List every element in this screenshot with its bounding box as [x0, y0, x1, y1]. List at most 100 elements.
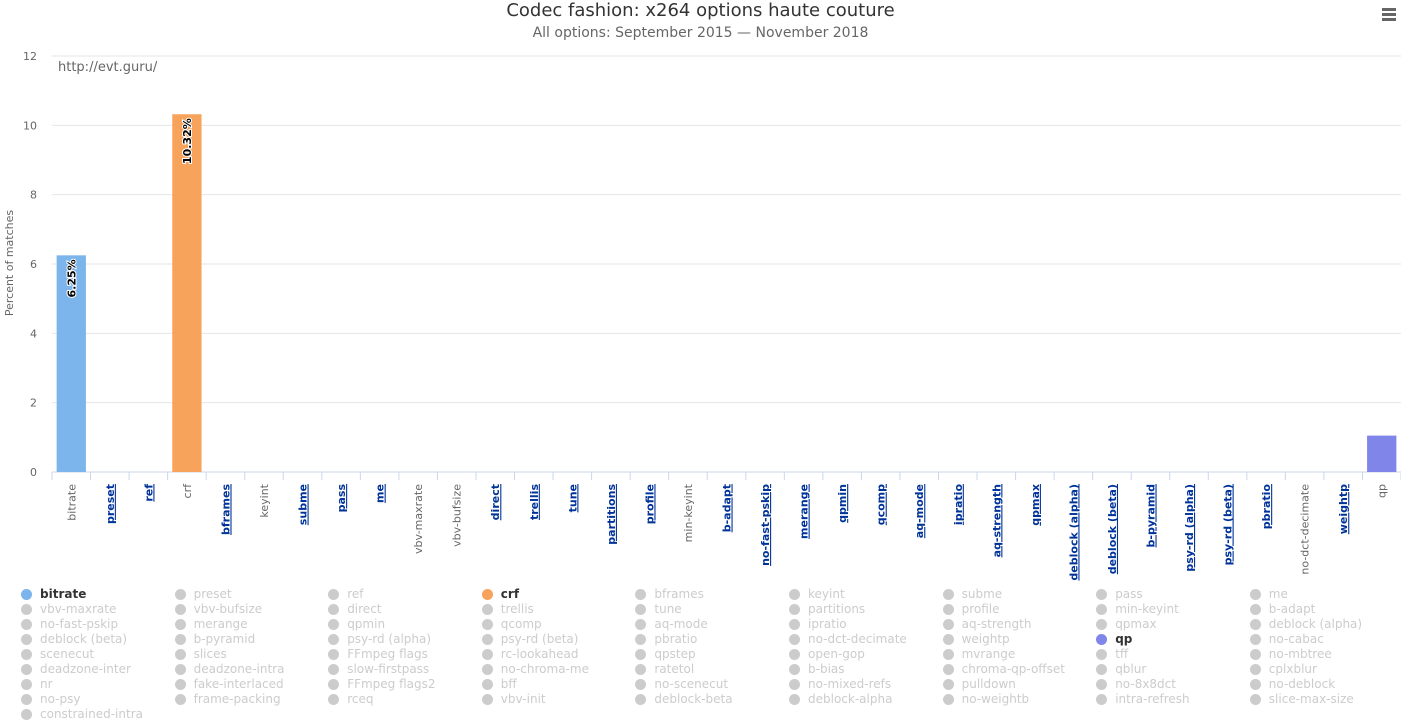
x-tick-label[interactable]: profile: [643, 484, 656, 524]
x-tick-label[interactable]: subme: [297, 484, 310, 525]
legend-marker: [21, 649, 32, 660]
legend-marker: [1249, 664, 1261, 675]
x-tick-label[interactable]: me: [374, 484, 387, 503]
y-tick-label: 10: [23, 119, 37, 132]
legend-label: no-psy: [40, 692, 81, 706]
y-tick-label: 0: [30, 466, 37, 479]
x-tick-label[interactable]: pass: [335, 484, 348, 513]
legend-marker: [789, 649, 800, 660]
legend-label: b-bias: [808, 662, 845, 676]
bar-qp[interactable]: [1367, 435, 1397, 472]
x-tick-label[interactable]: deblock (beta): [1106, 484, 1119, 574]
x-tick-label[interactable]: bframes: [219, 484, 232, 535]
x-tick-label[interactable]: psy-rd (beta): [1222, 484, 1235, 565]
x-tick-label[interactable]: aq-mode: [913, 484, 926, 538]
credit-text[interactable]: http://evt.guru/: [58, 60, 158, 75]
legend-label: no-weightb: [961, 692, 1030, 706]
legend-marker: [1249, 589, 1261, 600]
x-tick-label[interactable]: pbratio: [1260, 484, 1273, 530]
legend-marker: [635, 694, 647, 705]
bar-crf[interactable]: [172, 114, 202, 473]
legend-label: deblock-beta: [654, 692, 733, 706]
x-tick-label[interactable]: partitions: [605, 484, 618, 545]
legend-label: rc-lookahead: [500, 647, 579, 661]
x-tick-label[interactable]: weightp: [1337, 484, 1350, 534]
x-tick-label[interactable]: qpmax: [1029, 484, 1042, 526]
legend-marker: [21, 604, 32, 615]
legend-marker: [1096, 694, 1108, 705]
legend-label: qp: [1115, 632, 1133, 646]
legend-label: fake-interlaced: [193, 677, 284, 691]
legend-marker: [942, 604, 954, 615]
x-tick-label[interactable]: preset: [104, 484, 117, 524]
legend-marker: [21, 664, 32, 675]
legend-marker: [174, 604, 186, 615]
legend-marker: [789, 634, 800, 645]
bar-bitrate[interactable]: [56, 255, 86, 472]
x-tick-label[interactable]: deblock (alpha): [1067, 484, 1080, 581]
legend-marker: [21, 589, 32, 600]
legend-marker: [481, 679, 493, 690]
legend-marker: [789, 679, 800, 690]
legend-label: nr: [40, 677, 53, 691]
legend-label: deadzone-inter: [40, 662, 131, 676]
legend-label: direct: [347, 602, 382, 616]
x-tick-label: vbv-bufsize: [451, 484, 464, 547]
legend-marker: [328, 694, 340, 705]
legend-label: qpstep: [654, 647, 696, 661]
legend-label: me: [1268, 587, 1288, 601]
legend-marker: [328, 604, 340, 615]
x-tick-label[interactable]: merange: [798, 484, 811, 539]
legend-label: ipratio: [808, 617, 847, 631]
x-tick-label[interactable]: ipratio: [952, 484, 965, 526]
legend-marker: [1096, 634, 1108, 645]
legend-marker: [1249, 604, 1261, 615]
legend-label: tff: [1115, 647, 1129, 661]
x-tick-label: no-dct-decimate: [1299, 484, 1312, 575]
legend-marker: [1249, 619, 1261, 630]
legend-label: no-chroma-me: [500, 662, 589, 676]
legend-label: pbratio: [654, 632, 698, 646]
x-tick-label[interactable]: direct: [489, 484, 502, 520]
legend-marker: [481, 619, 493, 630]
legend-marker: [1249, 679, 1261, 690]
x-tick-label[interactable]: tune: [566, 484, 579, 512]
x-tick-label[interactable]: aq-strength: [990, 484, 1003, 557]
x-tick-label[interactable]: no-fast-pskip: [759, 484, 772, 566]
legend-marker: [481, 649, 493, 660]
legend-marker: [635, 634, 647, 645]
legend-marker: [328, 619, 340, 630]
x-tick-label: qp: [1376, 484, 1389, 498]
x-tick-label[interactable]: qcomp: [875, 484, 888, 525]
x-tick-label: bitrate: [65, 484, 78, 521]
legend-marker: [481, 664, 493, 675]
legend-marker: [635, 649, 647, 660]
legend-marker: [635, 619, 647, 630]
data-label: 6.25%: [65, 259, 78, 297]
x-tick-label[interactable]: ref: [142, 484, 155, 502]
x-tick-label: crf: [181, 483, 194, 499]
legend-marker: [1096, 619, 1108, 630]
x-tick-label[interactable]: qpmin: [836, 484, 849, 523]
y-tick-label: 6: [30, 258, 37, 271]
legend-label: partitions: [808, 602, 866, 616]
legend-marker: [789, 694, 800, 705]
x-tick-label[interactable]: b-adapt: [721, 484, 734, 532]
legend-label: constrained-intra: [40, 707, 143, 721]
legend-label: merange: [193, 617, 248, 631]
legend-label: qpmax: [1115, 617, 1157, 631]
menu-icon[interactable]: [1378, 4, 1400, 24]
legend-label: bframes: [654, 587, 704, 601]
legend-label: subme: [961, 587, 1003, 601]
legend-marker: [1096, 604, 1108, 615]
legend-marker: [942, 589, 954, 600]
legend-label: aq-mode: [654, 617, 708, 631]
legend-label: mvrange: [961, 647, 1016, 661]
x-tick-label[interactable]: b-pyramid: [1144, 484, 1157, 547]
y-axis-title: Percent of matches: [3, 210, 16, 317]
legend: bitrate preset ref crf bframes keyint subme pas…: [16, 587, 1401, 721]
x-tick-label[interactable]: trellis: [528, 484, 541, 520]
legend-label: qcomp: [500, 617, 542, 631]
legend-marker: [789, 589, 800, 600]
x-tick-label[interactable]: psy-rd (alpha): [1183, 484, 1196, 572]
